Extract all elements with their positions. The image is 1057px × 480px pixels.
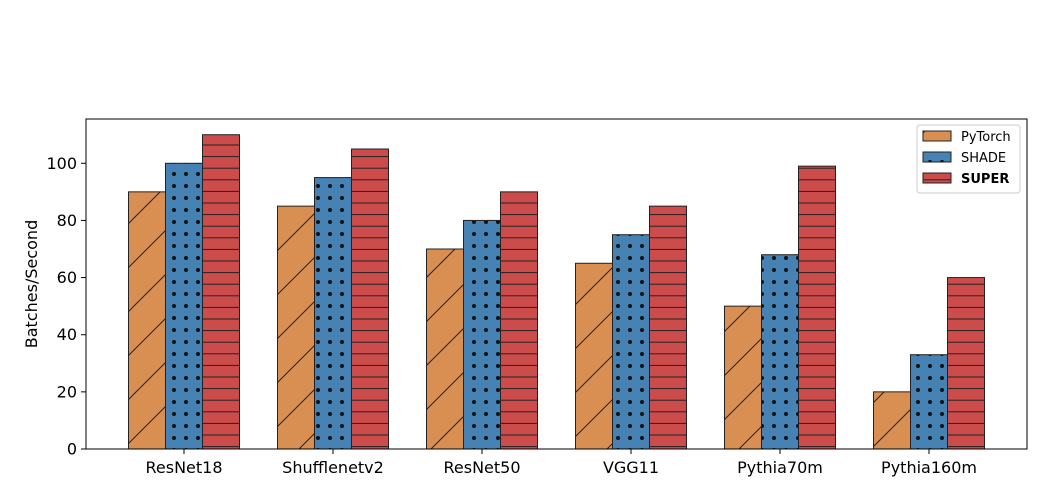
x-tick-label: ResNet18 (145, 458, 222, 477)
bars-layer (128, 134, 985, 450)
x-tick-label: ResNet50 (443, 458, 520, 477)
bar-shade-pythia160m (910, 354, 948, 450)
y-tick-label: 80 (57, 211, 77, 230)
bar-super-pythia160m (947, 277, 985, 450)
x-tick-label: Shufflenetv2 (282, 458, 384, 477)
legend: PyTorch SHADE SUPER (916, 124, 1021, 194)
bar-shade-resnet50 (463, 219, 501, 450)
bar-pytorch-resnet50 (426, 248, 464, 450)
x-tick-label: Pythia70m (737, 458, 823, 477)
x-tick-label: VGG11 (603, 458, 659, 477)
legend-swatch-super (922, 172, 952, 184)
bar-shade-resnet18 (165, 162, 203, 450)
y-tick-label: 0 (67, 440, 77, 459)
legend-swatch-shade (922, 151, 952, 163)
bar-pytorch-pythia70m (724, 305, 762, 450)
y-tick-label: 20 (57, 382, 77, 401)
bar-super-resnet50 (500, 191, 538, 450)
bar-shade-pythia70m (761, 254, 799, 450)
bar-pytorch-pythia160m (873, 391, 911, 450)
plot-frame (85, 118, 1028, 450)
bar-super-vgg11 (649, 205, 687, 450)
bar-pytorch-vgg11 (575, 262, 613, 450)
axis-layer: 0 20 40 60 80 100 ResNet18 Shufflenetv2 ResNet50… (46, 154, 977, 477)
legend-label-shade: SHADE (961, 151, 1006, 166)
legend-swatch-pytorch (922, 130, 952, 142)
bar-pytorch-resnet18 (128, 191, 166, 450)
bar-super-resnet18 (202, 134, 240, 450)
y-tick-label: 100 (46, 154, 77, 173)
bar-super-shufflenetv2 (351, 148, 389, 450)
bar-super-pythia70m (798, 165, 836, 450)
bar-shade-vgg11 (612, 234, 650, 450)
legend-label-super: SUPER (961, 172, 1009, 187)
y-axis-title: Batches/Second (22, 220, 41, 348)
bar-shade-shufflenetv2 (314, 177, 352, 450)
bar-pytorch-shufflenetv2 (277, 205, 315, 450)
y-tick-label: 60 (57, 268, 77, 287)
y-tick-label: 40 (57, 325, 77, 344)
legend-label-pytorch: PyTorch (961, 130, 1011, 145)
x-tick-label: Pythia160m (881, 458, 977, 477)
